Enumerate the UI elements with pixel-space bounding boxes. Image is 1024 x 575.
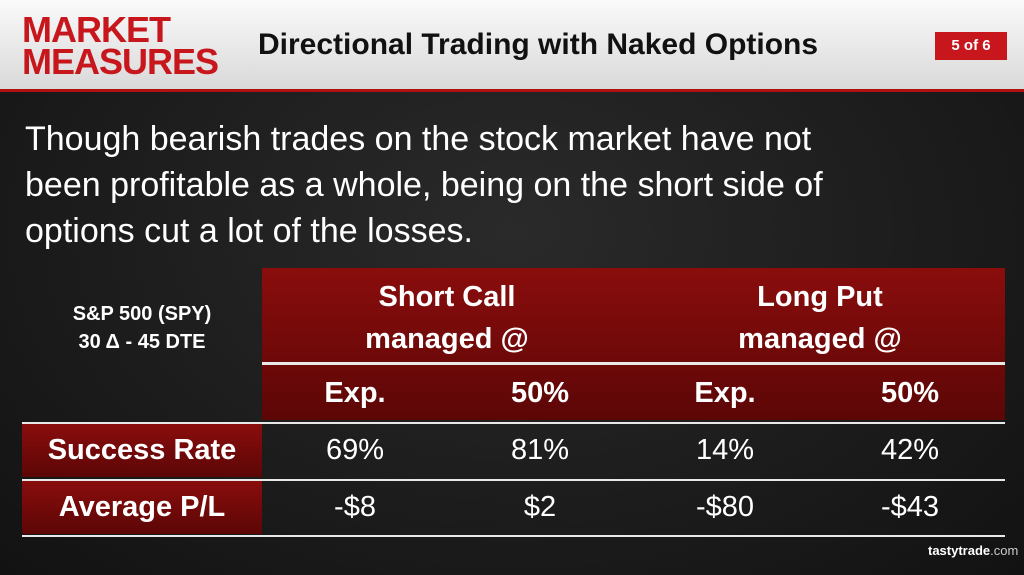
divider [262, 362, 1005, 365]
page-badge: 5 of 6 [935, 32, 1007, 60]
corner-line: S&P 500 (SPY) [72, 303, 212, 325]
corner-line: 30 Δ - 45 DTE [78, 331, 206, 353]
corner: S&P 500 (SPY) 30 Δ - 45 DTE [22, 303, 262, 353]
body-text: Though bearish trades on the stock marke… [25, 120, 812, 158]
group-line: managed @ [365, 323, 529, 355]
cell: -$8 [334, 491, 376, 523]
subheader: Exp. [324, 376, 386, 409]
group-line: Short Call [378, 281, 516, 313]
body-text: options cut a lot of the losses. [25, 212, 473, 250]
group-header: Long Put managed @ [635, 276, 1005, 360]
cell: 81% [510, 434, 570, 466]
group-line: managed @ [738, 323, 902, 355]
subheader: 50% [510, 376, 570, 409]
logo: MARKET [22, 9, 171, 50]
row-label: Success Rate [22, 424, 262, 477]
subheader: Exp. [694, 376, 756, 409]
cell: -$43 [880, 491, 940, 523]
row-line [22, 535, 1005, 537]
cell: 69% [325, 434, 385, 466]
cell: -$80 [695, 491, 755, 523]
footer-brand: tastytrade.com [928, 543, 1018, 558]
subheader: 50% [880, 376, 940, 409]
row-label: Average P/L [22, 481, 262, 534]
row-line [22, 422, 1005, 424]
group-header: Short Call managed @ [262, 276, 632, 360]
group-line: Long Put [757, 281, 883, 313]
cell: 42% [880, 434, 940, 466]
title: Directional Trading with Naked Options [258, 28, 819, 61]
cell: 14% [695, 434, 755, 466]
header-block [262, 268, 1005, 420]
row-line [22, 479, 1005, 481]
cell: $2 [523, 491, 557, 523]
body-text: been profitable as a whole, being on the… [25, 166, 823, 204]
logo: MEASURES [22, 41, 219, 82]
brand: tastytrade [928, 543, 991, 558]
header-bar [0, 0, 1024, 92]
brand-suffix: .com [990, 543, 1019, 558]
